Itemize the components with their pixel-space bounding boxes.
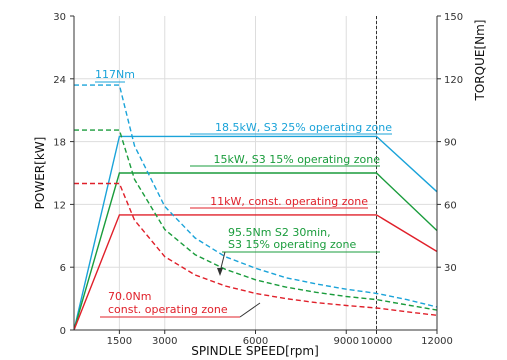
- y-left-tick-label: 24: [53, 75, 66, 86]
- power-curve-0: [73, 135, 438, 331]
- x-tick-label: 12000: [421, 336, 453, 347]
- annotation-label: const. operating zone: [108, 303, 228, 316]
- x-tick-label: 6000: [243, 336, 268, 347]
- y-right-tick-label: 120: [444, 75, 463, 86]
- x-tick-label: 10000: [361, 336, 393, 347]
- tick-labels: 0 6 12 18 24 30 30 60 90 120 150 1500 3000 6000 9000 10…: [53, 12, 463, 347]
- x-tick-label: 9000: [334, 336, 359, 347]
- y-right-tick-label: 30: [444, 263, 457, 274]
- x-axis-title: SPINDLE SPEED[rpm]: [191, 344, 319, 358]
- power-curve-1: [73, 172, 438, 331]
- annotation-layer: 117Nm 18.5kW, S3 25% operating zone 15kW, …: [95, 68, 392, 318]
- x-tick-label: 1500: [107, 336, 132, 347]
- y-right-tick-label: 150: [444, 12, 463, 23]
- leader-arrow-green: [217, 268, 223, 276]
- series-layer: [73, 84, 438, 331]
- power-curve-2: [73, 214, 438, 331]
- torque-curve-4: [74, 129, 438, 311]
- annotation-label: 11kW, const. operating zone: [210, 195, 368, 208]
- y-right-tick-label: 90: [444, 138, 457, 149]
- x-tick-label: 3000: [152, 336, 177, 347]
- y-left-tick-label: 6: [60, 263, 66, 274]
- annotation-label: S3 15% operating zone: [228, 238, 356, 251]
- annotation-label: 18.5kW, S3 25% operating zone: [215, 121, 392, 134]
- torque-curve-5: [74, 182, 438, 316]
- y-left-tick-label: 18: [53, 138, 66, 149]
- annotation-label: 117Nm: [95, 68, 135, 81]
- torque-curve-3: [74, 84, 438, 308]
- y-left-tick-label: 0: [60, 326, 66, 337]
- y-left-tick-label: 12: [53, 200, 66, 211]
- y-axis-left-title: POWER[kW]: [33, 137, 47, 210]
- annotation-label: 95.5Nm S2 30min,: [228, 226, 331, 239]
- leader-line-red: [239, 302, 261, 318]
- y-axis-right-title: TORQUE[Nm]: [473, 20, 487, 102]
- y-left-tick-label: 30: [53, 12, 66, 23]
- annotation-label: 15kW, S3 15% operating zone: [214, 153, 381, 166]
- y-right-tick-label: 60: [444, 200, 457, 211]
- annotation-label: 70.0Nm: [108, 290, 151, 303]
